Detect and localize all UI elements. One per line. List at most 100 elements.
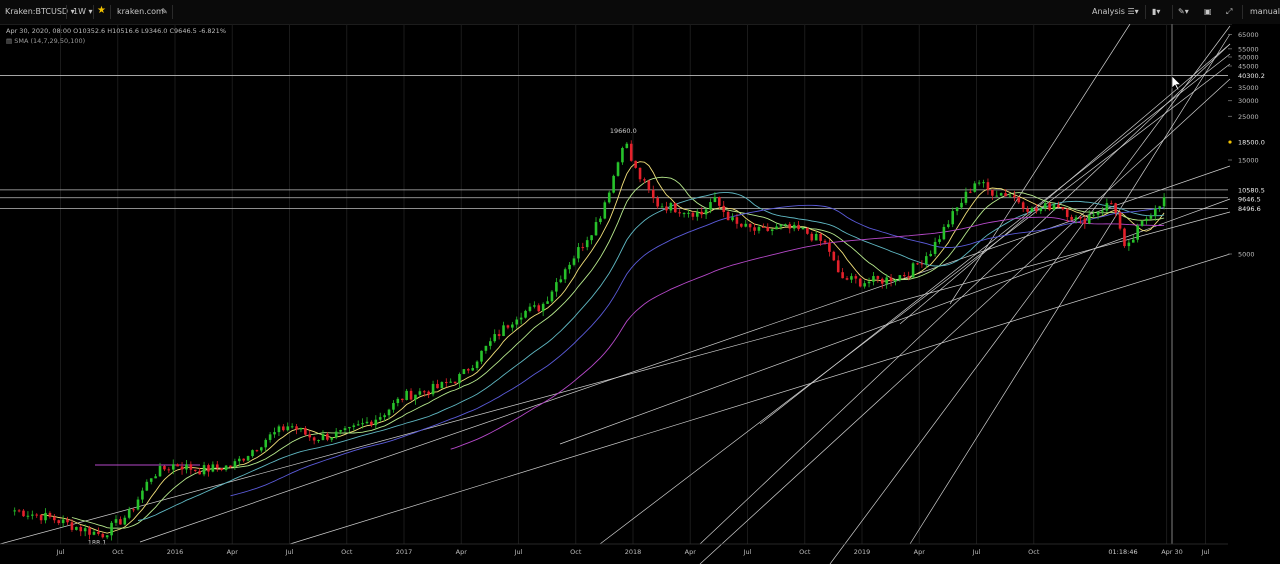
candle-body [295,426,298,430]
candle-body [114,519,118,523]
candle-body [304,428,307,435]
edit-icon[interactable]: ✎ [161,7,168,16]
price-annotation: 19660.0 [610,127,637,135]
candle-body [1153,208,1157,216]
fullscreen-icon[interactable]: ⤢ [1226,7,1233,16]
price-tick-label: 65000 [1238,31,1259,39]
crosshair-time-label: 01:18:46 [1108,548,1137,556]
candle-body [136,499,140,510]
candle-body [651,189,655,198]
candle-body [224,465,228,470]
candle-body [361,423,364,425]
trend-line [599,63,1231,545]
candle-body [766,226,770,231]
site-link[interactable]: kraken.com [117,7,164,16]
chart-type-icon[interactable]: ▮▾ [1152,7,1161,16]
time-tick-label: Apr [914,548,926,556]
candle-body [277,426,281,433]
candle-body [625,143,629,149]
candle-body [1136,225,1139,240]
candle-body [722,205,726,212]
candle-body [105,535,109,538]
save-icon[interactable]: ▣ [1204,7,1212,16]
candle-body [612,175,615,193]
price-level-label: 18500.0 [1238,139,1265,147]
candle-body [647,180,651,190]
candle-body [110,522,113,536]
candle-body [48,512,52,517]
candle-body [775,226,778,230]
time-tick-label: Jul [1201,548,1210,556]
candle-body [920,263,924,265]
toolbar-divider [66,5,67,19]
drawing-tool-icon[interactable]: ✎▾ [1178,7,1189,16]
candle-body [57,520,61,524]
candle-body [1061,207,1065,210]
candle-body [850,276,853,280]
candle-body [876,276,880,279]
price-tick-label: 45000 [1238,63,1259,71]
time-tick-label: Oct [112,548,124,556]
candle-body [83,528,87,532]
candle-body [797,224,800,230]
candle-body [867,281,871,284]
candle-body [638,167,642,180]
time-tick-label: Oct [799,548,811,556]
candle-body [132,509,135,511]
candle-body [290,426,294,428]
candle-body [810,233,814,241]
sma-legend[interactable]: ▤ SMA (14,7,29,50,100) [6,37,86,45]
candle-body [497,334,501,336]
time-tick-label: Jul [514,548,523,556]
alert-dot [1228,140,1232,144]
analysis-label: Analysis [1092,7,1125,16]
candle-body [916,263,919,265]
candle-body [251,450,254,457]
candle-body [590,235,593,241]
candle-body [669,203,673,211]
candle-body [1096,211,1100,215]
candle-body [823,240,827,243]
candle-body [991,189,994,196]
candle-body [167,469,171,471]
candle-body [585,240,589,248]
candle-body [480,350,483,362]
price-level-label: 40300.2 [1238,72,1265,80]
symbol-selector[interactable]: Kraken:BTCUSD ▾ [5,7,75,16]
candle-body [515,319,519,325]
candle-body [982,182,985,184]
candle-body [762,226,765,228]
candle-body [792,224,796,229]
candle-body [273,432,276,435]
candle-body [237,458,241,462]
candle-body [317,440,320,442]
candle-body [660,206,664,208]
candle-body [938,239,941,242]
time-tick-label: 2018 [625,548,642,556]
candle-body [907,276,910,278]
trend-line [899,43,1231,325]
mode-label[interactable]: manual [1250,7,1280,16]
candle-body [1083,218,1087,224]
candle-body [828,242,831,252]
candle-body [1140,221,1144,226]
candle-body [436,383,439,389]
candle-body [929,253,932,257]
price-tick-label: 5000 [1238,251,1255,259]
candle-body [709,202,712,210]
trend-line [949,24,1131,305]
star-icon[interactable]: ★ [97,5,106,16]
candle-body [704,209,708,215]
interval-selector[interactable]: 1W ▾ [73,7,93,16]
candle-body [414,394,417,400]
candle-body [449,381,452,383]
candle-body [1127,242,1131,247]
candle-body [31,514,34,516]
candle-body [524,310,527,318]
analysis-menu[interactable]: Analysis ☰▾ [1092,7,1139,16]
candle-body [691,212,695,217]
candle-body [312,437,316,441]
candle-body [348,426,351,429]
candle-body [471,368,474,371]
